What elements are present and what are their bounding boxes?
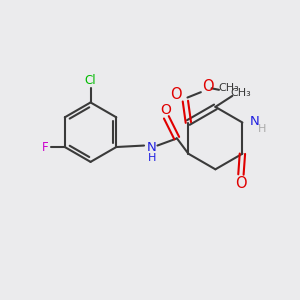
Text: O: O [235,176,247,191]
Text: O: O [160,103,171,117]
Text: O: O [202,79,214,94]
Text: O: O [170,87,182,102]
Text: CH₃: CH₃ [219,83,239,93]
Text: N: N [249,115,259,128]
Text: H: H [257,124,266,134]
Text: CH₃: CH₃ [230,88,251,98]
Text: N: N [147,140,157,154]
Text: F: F [42,140,49,154]
Text: H: H [148,153,156,163]
Text: Cl: Cl [85,74,96,87]
